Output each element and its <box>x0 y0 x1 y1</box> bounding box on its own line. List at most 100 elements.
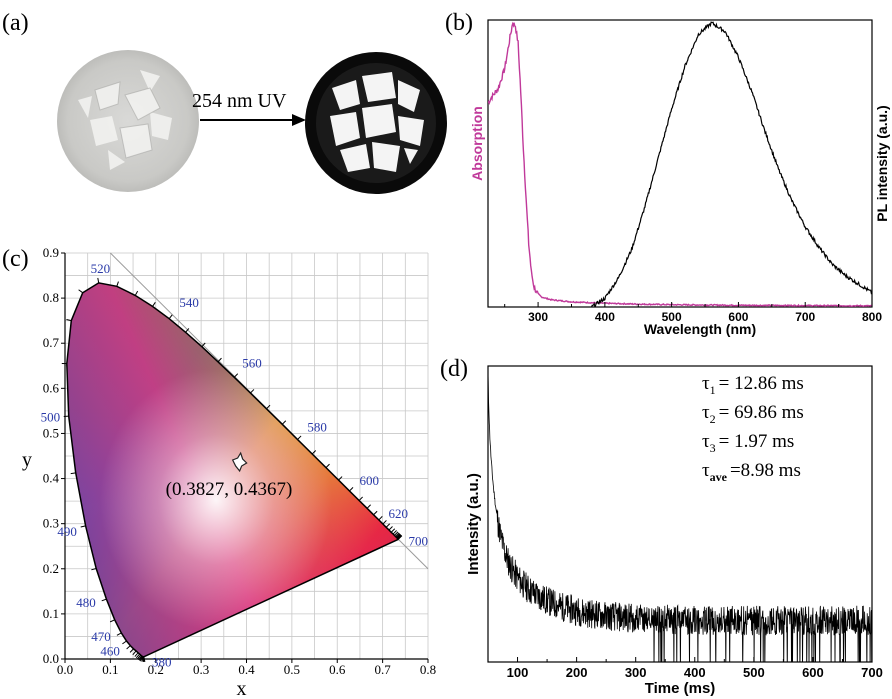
panel-label-c: (c) <box>2 246 29 272</box>
cie-point-label: (0.3827, 0.4367) <box>166 479 293 500</box>
wavelength-label-700: 700 <box>409 533 429 548</box>
locus-tick <box>395 533 401 538</box>
tau-label-1: τ1 = 12.86 ms <box>702 373 804 397</box>
decay-line <box>488 370 872 662</box>
y-axis-title-left: Absorption <box>469 106 485 181</box>
locus-tick <box>394 531 399 536</box>
locus-tick <box>366 504 371 509</box>
absorption-line <box>488 21 872 307</box>
locus-tick <box>311 450 317 455</box>
wavelength-label-500: 500 <box>41 409 61 424</box>
x-tick-label: 200 <box>566 665 588 680</box>
locus-tick <box>116 281 119 287</box>
locus-tick <box>395 532 400 537</box>
cie-chromaticity-chart: 0.0 0.1 0.2 0.3 0.4 0.5 0.6 0.7 0.8 0.0 0.1 0.2 0.3 0… <box>22 245 436 699</box>
uv-arrow-label: 254 nm UV <box>192 90 287 112</box>
locus-tick <box>101 598 107 602</box>
sample-daylight-photo <box>57 50 199 192</box>
locus-tick <box>217 357 222 363</box>
x-axis-title: Time (ms) <box>645 680 716 697</box>
wavelength-label-490: 490 <box>57 524 76 539</box>
locus-tick <box>378 516 383 521</box>
locus-tick <box>250 389 255 394</box>
x-tick-label: 700 <box>795 310 815 324</box>
y-axis-title: y <box>22 449 32 471</box>
locus-tick <box>382 520 387 525</box>
locus-tick <box>388 526 393 531</box>
y-tick-label: 0.0 <box>43 651 59 666</box>
locus-tick <box>396 533 401 539</box>
y-axis-title: Intensity (a.u.) <box>465 473 482 575</box>
x-axis-title: Wavelength (nm) <box>644 321 756 337</box>
y-tick-label: 0.2 <box>43 561 59 576</box>
wavelength-label-470: 470 <box>91 629 111 644</box>
locus-tick <box>66 318 72 322</box>
arrow-right-icon <box>200 114 306 126</box>
locus-tick <box>80 525 86 528</box>
panel-label-d: (d) <box>440 356 468 382</box>
x-tick-label: 400 <box>595 310 615 324</box>
locus-tick <box>126 645 131 650</box>
x-tick-label: 0.3 <box>193 662 209 677</box>
locus-tick <box>91 567 97 571</box>
tau-label-2: τ2 = 69.86 ms <box>702 402 804 426</box>
locus-tick <box>134 652 139 657</box>
wavelength-label-540: 540 <box>179 295 199 310</box>
y-tick-label: 0.3 <box>43 516 59 531</box>
locus-tick <box>390 528 396 533</box>
wavelength-label-380: 380 <box>152 655 172 670</box>
x-tick-label: 100 <box>507 665 529 680</box>
x-tick-label: 500 <box>743 665 765 680</box>
x-tick-label: 0.5 <box>284 662 300 677</box>
locus-tick <box>185 328 190 333</box>
decay-chart: 100 200 300 400 500 600 700 Time (ms) Intensity … <box>465 365 883 697</box>
x-tick-label: 0.4 <box>238 662 255 677</box>
x-tick-label: 0.2 <box>148 662 164 677</box>
x-tick-label: 0.8 <box>420 662 436 677</box>
locus-tick <box>385 523 391 528</box>
y-tick-label: 0.5 <box>43 425 59 440</box>
locus-tick <box>129 648 134 653</box>
x-tick-label: 300 <box>528 310 548 324</box>
y-tick-label: 0.9 <box>43 245 59 260</box>
cie-point-marker <box>231 451 248 473</box>
locus-tick <box>152 302 156 307</box>
wavelength-label-600: 600 <box>360 473 380 488</box>
locus-tick <box>122 640 127 645</box>
gamut-white <box>66 282 399 657</box>
locus-tick <box>109 619 115 623</box>
wavelength-label-580: 580 <box>307 419 327 434</box>
locus-tick <box>338 476 343 481</box>
x-tick-label: 0.0 <box>57 662 73 677</box>
locus-tick <box>201 342 206 348</box>
locus-tick <box>397 535 403 540</box>
locus-tick <box>266 404 271 410</box>
locus-tick <box>168 314 173 320</box>
y-tick-label: 0.7 <box>43 335 60 350</box>
wavelength-label-520: 520 <box>91 261 111 276</box>
locus-tick <box>132 650 137 656</box>
wavelength-label-560: 560 <box>242 356 262 371</box>
y-axis-title-right: PL intensity (a.u.) <box>874 105 890 221</box>
locus-tick <box>349 487 354 492</box>
locus-tick <box>358 496 363 501</box>
sample-uv-photo <box>305 52 447 194</box>
locus-tick <box>392 530 397 535</box>
y-tick-label: 0.4 <box>43 471 60 486</box>
locus-tick <box>373 510 378 516</box>
y-tick-label: 0.8 <box>43 290 59 305</box>
tau-label-ave: τave =8.98 ms <box>702 460 801 484</box>
y-tick-label: 0.1 <box>43 606 59 621</box>
y-tick-label: 0.6 <box>43 380 60 395</box>
x-tick-label: 800 <box>862 310 882 324</box>
tau-label-3: τ3 = 1.97 ms <box>702 431 794 455</box>
x-axis-title: x <box>237 678 247 699</box>
locus-tick <box>134 290 139 296</box>
x-tick-label: 500 <box>662 310 682 324</box>
series-group <box>488 21 872 307</box>
locus-tick <box>297 435 302 440</box>
wavelength-label-480: 480 <box>76 595 96 610</box>
plot-frame <box>487 19 873 308</box>
x-tick-label: 700 <box>861 665 883 680</box>
